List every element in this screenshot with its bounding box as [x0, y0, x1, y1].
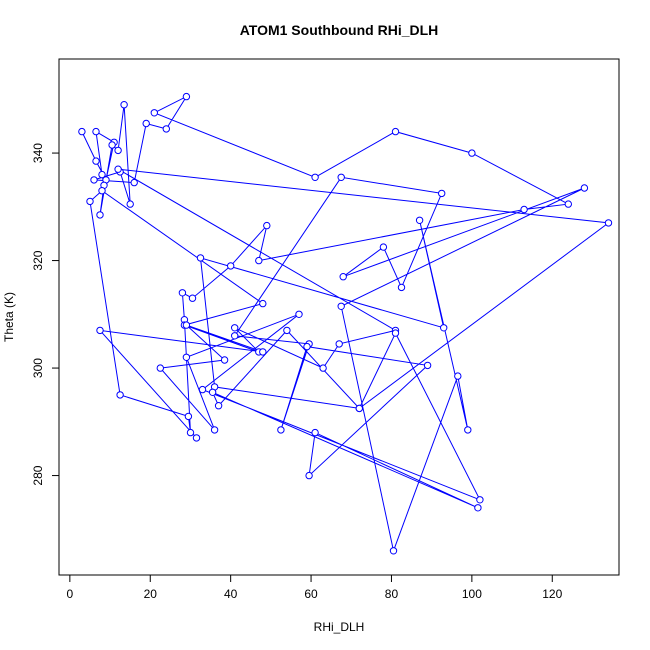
data-point — [156, 364, 165, 372]
data-point — [126, 200, 134, 208]
data-point — [178, 289, 187, 297]
data-point — [454, 372, 462, 380]
data-point — [150, 109, 159, 117]
data-point — [86, 197, 94, 206]
x-tick-label: 120 — [542, 587, 562, 601]
data-point — [231, 332, 239, 340]
data-point — [303, 342, 311, 351]
data-point — [227, 262, 235, 270]
y-tick-label: 340 — [31, 143, 45, 163]
data-point — [335, 340, 343, 348]
data-point — [220, 356, 229, 364]
data-point — [92, 157, 100, 165]
data-point — [337, 302, 345, 310]
data-point — [188, 294, 197, 302]
data-point — [391, 127, 400, 136]
x-tick-label: 0 — [67, 587, 74, 601]
x-tick-label: 100 — [462, 587, 482, 601]
data-point — [98, 170, 106, 179]
data-point — [263, 221, 271, 230]
data-point — [580, 184, 589, 192]
data-point — [186, 428, 195, 437]
data-point — [162, 125, 171, 133]
data-point — [438, 189, 446, 198]
data-point — [339, 273, 347, 281]
data-point — [208, 388, 217, 396]
data-point — [520, 205, 528, 214]
data-point — [476, 496, 484, 504]
data-point — [90, 176, 98, 184]
x-tick-label: 20 — [144, 587, 158, 601]
y-tick-label: 280 — [31, 465, 45, 485]
data-point — [319, 364, 327, 372]
data-point — [468, 149, 476, 157]
data-point — [78, 127, 86, 136]
data-point — [231, 324, 239, 332]
series-line — [81, 95, 610, 553]
data-point — [255, 256, 263, 265]
data-point — [440, 324, 448, 332]
data-point — [114, 165, 122, 173]
data-point — [391, 329, 400, 337]
data-point — [98, 187, 106, 195]
data-point — [283, 326, 291, 335]
data-point — [96, 326, 104, 335]
data-point — [196, 254, 205, 262]
data-point — [120, 101, 128, 109]
x-axis: 0 20 40 60 80 100 120 — [67, 574, 563, 601]
data-point — [92, 127, 100, 136]
x-axis-label: RHi_DLH — [314, 620, 365, 634]
data-point — [142, 119, 150, 128]
data-point — [210, 426, 219, 434]
data-point — [379, 243, 388, 251]
data-point — [564, 200, 572, 208]
data-point — [474, 504, 482, 512]
x-tick-label: 40 — [224, 587, 238, 601]
data-point — [184, 412, 193, 421]
data-point — [259, 299, 267, 308]
data-point — [108, 141, 116, 149]
data-point — [277, 426, 285, 434]
data-point — [337, 173, 345, 182]
data-point — [423, 361, 432, 370]
data-point — [295, 310, 303, 318]
data-point — [214, 402, 223, 410]
y-tick-label: 320 — [31, 250, 45, 270]
data-point — [311, 428, 319, 437]
data-point — [182, 353, 191, 361]
data-point — [355, 404, 363, 413]
data-point — [130, 178, 138, 187]
chart-title: ATOM1 Southbound RHi_DLH — [240, 22, 439, 38]
y-axis-label: Theta (K) — [2, 292, 16, 342]
data-point — [389, 547, 398, 555]
data-point — [464, 426, 472, 434]
data-point — [397, 283, 406, 292]
y-tick-label: 300 — [31, 358, 45, 378]
data-point — [604, 219, 613, 227]
x-tick-label: 80 — [385, 587, 399, 601]
series-layer — [78, 92, 613, 555]
data-point — [96, 211, 104, 219]
data-point — [192, 434, 201, 442]
data-point — [415, 216, 424, 225]
y-axis: 280 300 320 340 — [31, 143, 60, 486]
data-point — [259, 348, 267, 356]
data-point — [182, 321, 191, 329]
data-point — [305, 471, 313, 480]
x-tick-label: 60 — [304, 587, 318, 601]
data-point — [311, 173, 319, 182]
data-point — [116, 391, 124, 399]
data-point — [114, 146, 122, 155]
data-point — [182, 92, 191, 101]
data-point — [198, 385, 207, 394]
plot-frame — [58, 58, 620, 576]
